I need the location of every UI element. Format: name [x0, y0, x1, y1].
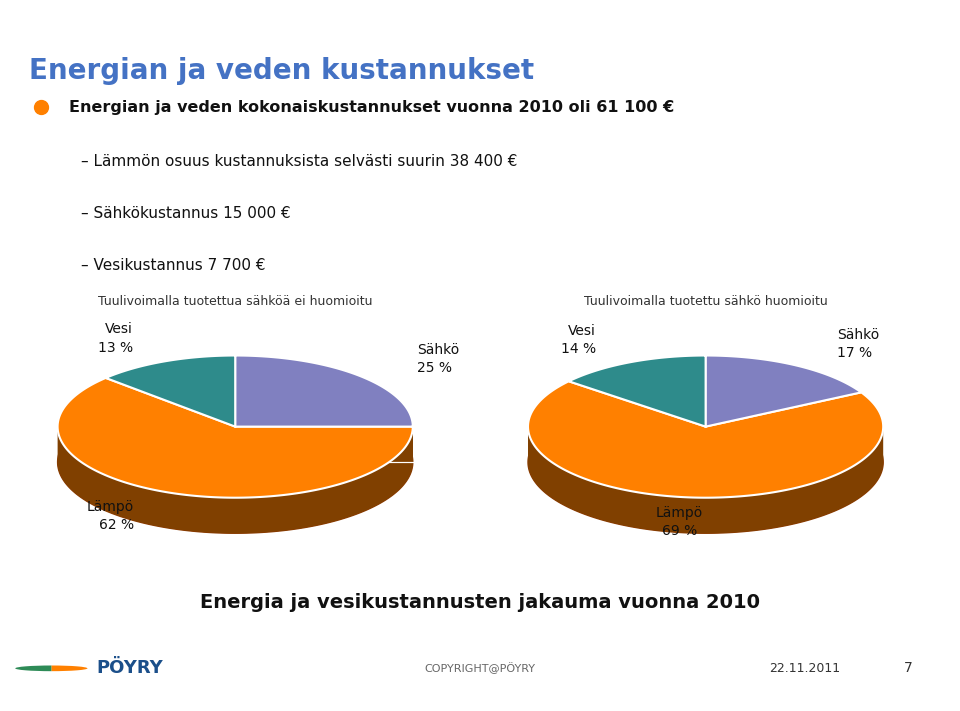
Polygon shape	[706, 356, 861, 427]
Polygon shape	[528, 381, 883, 498]
Text: Tuulivoimalla tuotettu sähkö huomioitu: Tuulivoimalla tuotettu sähkö huomioitu	[584, 295, 828, 308]
Text: – Vesikustannus 7 700 €: – Vesikustannus 7 700 €	[82, 258, 266, 273]
Text: Energia ja vesikustannusten jakauma vuonna 2010: Energia ja vesikustannusten jakauma vuon…	[200, 593, 760, 612]
Polygon shape	[58, 391, 413, 533]
Text: 25 %: 25 %	[418, 361, 452, 375]
Polygon shape	[235, 427, 413, 462]
Polygon shape	[58, 426, 413, 533]
Polygon shape	[528, 426, 883, 533]
Text: 69 %: 69 %	[662, 524, 697, 538]
Text: 7: 7	[904, 661, 913, 675]
Text: Sähkö: Sähkö	[837, 328, 879, 342]
Text: 13 %: 13 %	[98, 341, 132, 355]
Text: 17 %: 17 %	[837, 346, 872, 360]
Polygon shape	[106, 356, 235, 427]
Polygon shape	[58, 378, 413, 498]
Text: 62 %: 62 %	[99, 518, 133, 532]
Text: Tuulivoimalla tuotettua sähköä ei huomioitu: Tuulivoimalla tuotettua sähköä ei huomio…	[98, 295, 372, 308]
Polygon shape	[235, 356, 413, 427]
Polygon shape	[528, 391, 883, 533]
Text: – Lämmön osuus kustannuksista selvästi suurin 38 400 €: – Lämmön osuus kustannuksista selvästi s…	[82, 154, 517, 169]
Polygon shape	[235, 427, 413, 462]
Text: Lämpö: Lämpö	[86, 500, 133, 514]
Text: Energian ja veden kokonaiskustannukset vuonna 2010 oli 61 100 €: Energian ja veden kokonaiskustannukset v…	[69, 100, 675, 114]
Text: Sähkö: Sähkö	[418, 343, 460, 357]
Text: COPYRIGHT@PÖYRY: COPYRIGHT@PÖYRY	[424, 663, 536, 674]
Text: PÖYRY: PÖYRY	[96, 659, 163, 678]
Wedge shape	[15, 665, 52, 671]
Polygon shape	[568, 356, 706, 427]
Text: 14 %: 14 %	[561, 342, 596, 356]
Wedge shape	[52, 665, 87, 671]
Text: Vesi: Vesi	[568, 324, 596, 338]
Text: 22.11.2011: 22.11.2011	[769, 662, 840, 675]
Text: Lämpö: Lämpö	[656, 506, 704, 520]
Text: Vesi: Vesi	[105, 322, 132, 336]
Text: Energian ja veden kustannukset: Energian ja veden kustannukset	[29, 57, 534, 85]
Text: – Sähkökustannus 15 000 €: – Sähkökustannus 15 000 €	[82, 205, 291, 220]
